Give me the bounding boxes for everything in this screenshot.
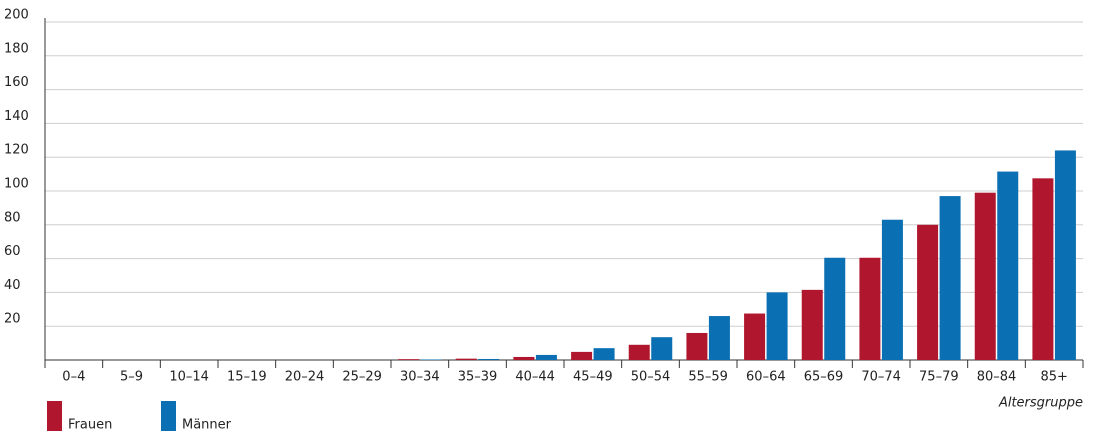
x-tick-label: 10–14 bbox=[169, 370, 209, 385]
bar bbox=[881, 219, 903, 360]
bar bbox=[974, 192, 996, 360]
y-tick-label: 180 bbox=[4, 41, 29, 56]
x-tick-label: 30–34 bbox=[400, 370, 440, 385]
x-axis-label: Altersgruppe bbox=[998, 396, 1083, 411]
bar bbox=[1054, 150, 1076, 360]
bar bbox=[859, 257, 881, 360]
legend-swatch bbox=[161, 401, 176, 431]
x-tick-label: 15–19 bbox=[227, 370, 267, 385]
y-tick-label: 60 bbox=[4, 244, 21, 259]
bar bbox=[628, 344, 650, 360]
x-tick-label: 5–9 bbox=[120, 370, 143, 385]
y-tick-label: 120 bbox=[4, 143, 29, 158]
bar bbox=[593, 348, 615, 360]
y-tick-label: 100 bbox=[4, 177, 29, 192]
bar bbox=[939, 196, 961, 360]
legend-label: Frauen bbox=[68, 418, 112, 433]
x-tick-label: 85+ bbox=[1040, 370, 1067, 385]
bar bbox=[708, 316, 730, 360]
x-tick-label: 65–69 bbox=[804, 370, 844, 385]
x-tick-label: 20–24 bbox=[285, 370, 325, 385]
bar bbox=[801, 289, 823, 360]
bar bbox=[420, 359, 442, 360]
bar bbox=[766, 292, 788, 360]
bar bbox=[478, 358, 500, 360]
x-tick-label: 50–54 bbox=[631, 370, 671, 385]
bar bbox=[651, 337, 673, 360]
bar bbox=[1032, 178, 1054, 360]
bar bbox=[571, 351, 593, 360]
bar bbox=[917, 224, 939, 360]
x-tick-label: 55–59 bbox=[688, 370, 728, 385]
x-tick-label: 35–39 bbox=[458, 370, 498, 385]
bar bbox=[744, 313, 766, 360]
y-tick-label: 160 bbox=[4, 75, 29, 90]
y-tick-label: 80 bbox=[4, 210, 21, 225]
bar bbox=[997, 171, 1019, 360]
bar bbox=[824, 257, 846, 360]
legend-label: Männer bbox=[182, 418, 232, 433]
bar bbox=[686, 332, 708, 360]
x-tick-label: 45–49 bbox=[573, 370, 613, 385]
y-tick-label: 20 bbox=[4, 312, 21, 327]
x-tick-label: 25–29 bbox=[342, 370, 382, 385]
legend-swatch bbox=[47, 401, 62, 431]
x-tick-label: 0–4 bbox=[62, 370, 85, 385]
y-tick-label: 200 bbox=[4, 8, 29, 23]
bar bbox=[455, 358, 477, 360]
x-tick-label: 75–79 bbox=[919, 370, 959, 385]
y-tick-label: 140 bbox=[4, 109, 29, 124]
bar bbox=[398, 359, 420, 360]
x-tick-label: 80–84 bbox=[977, 370, 1017, 385]
x-tick-label: 70–74 bbox=[861, 370, 901, 385]
bar bbox=[513, 356, 535, 360]
x-tick-label: 60–64 bbox=[746, 370, 786, 385]
y-tick-label: 40 bbox=[4, 278, 21, 293]
bar bbox=[535, 354, 557, 360]
x-tick-label: 40–44 bbox=[515, 370, 555, 385]
